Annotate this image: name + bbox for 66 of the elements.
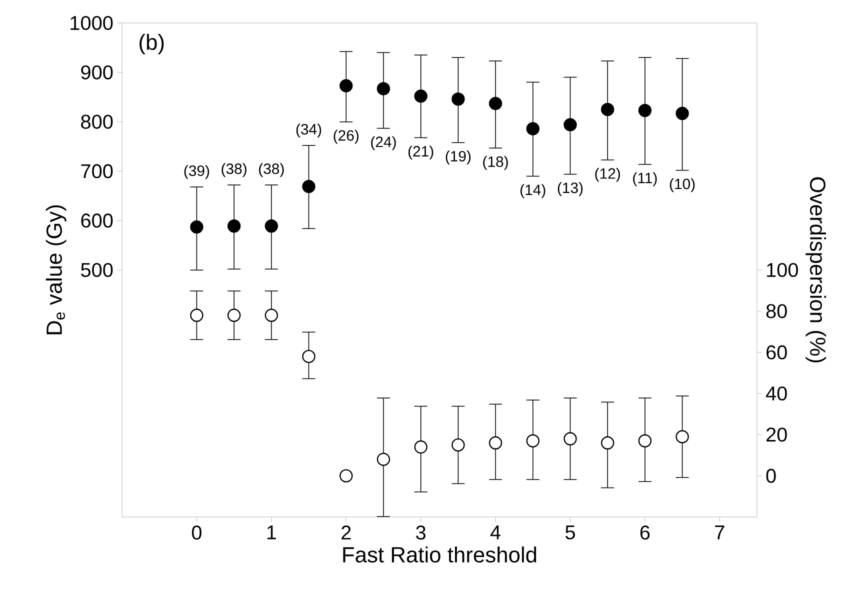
point xyxy=(638,104,652,118)
x-tick-label: 3 xyxy=(416,526,426,540)
y2-tick-label: 80 xyxy=(766,304,787,318)
point xyxy=(414,90,428,103)
point xyxy=(600,436,614,450)
annotation: (19) xyxy=(446,150,471,164)
point xyxy=(676,430,689,444)
annotation: (38) xyxy=(222,163,246,178)
x-tick-label: 1 xyxy=(267,526,276,540)
annotation: (38) xyxy=(259,163,284,178)
point xyxy=(264,219,278,233)
point xyxy=(526,122,540,136)
annotation: (34) xyxy=(296,124,322,138)
point xyxy=(227,219,241,233)
point xyxy=(488,96,502,110)
point xyxy=(452,438,465,452)
x-tick-label: 6 xyxy=(640,526,650,540)
y2-tick-label: 20 xyxy=(766,428,787,442)
y-tick-label: 700 xyxy=(81,164,113,178)
point xyxy=(564,432,577,446)
x-tick-label: 4 xyxy=(490,526,500,540)
point xyxy=(526,434,540,448)
annotation: (26) xyxy=(334,130,358,144)
point xyxy=(190,308,204,322)
y-tick-label: 500 xyxy=(81,262,113,278)
annotation: (39) xyxy=(184,165,210,179)
x-tick-label: 2 xyxy=(342,526,351,540)
y2-tick-label: 40 xyxy=(766,386,787,401)
point xyxy=(302,350,316,364)
point xyxy=(190,220,204,234)
y-tick-label: 900 xyxy=(81,65,113,80)
point xyxy=(302,180,316,194)
point xyxy=(488,436,502,450)
y-tick-label: 600 xyxy=(81,214,113,228)
annotation: (18) xyxy=(483,156,508,170)
y-tick-label: 1000 xyxy=(70,16,113,30)
annotation: (b) xyxy=(140,34,164,54)
annotation: (11) xyxy=(633,172,657,186)
point xyxy=(600,102,614,116)
y2-axis-title: Overdispersion (%) xyxy=(806,177,826,362)
point xyxy=(227,308,241,322)
y2-tick-label: 100 xyxy=(767,262,798,278)
point xyxy=(414,440,428,454)
annotation: (10) xyxy=(670,178,695,192)
point xyxy=(340,469,353,482)
y-tick-label: 800 xyxy=(81,114,113,129)
x-tick-label: 5 xyxy=(565,526,575,540)
point xyxy=(340,79,353,92)
annotation: (12) xyxy=(595,168,620,182)
point xyxy=(376,452,390,466)
x-tick-label: 0 xyxy=(192,526,202,540)
annotation: (13) xyxy=(558,182,583,196)
point xyxy=(676,106,689,120)
y-axis-title: D$_{e}$ value (Gy) xyxy=(46,205,66,334)
x-axis-title: Fast Ratio threshold xyxy=(343,546,536,563)
point xyxy=(264,308,278,322)
point xyxy=(638,434,652,448)
annotation: (24) xyxy=(371,136,396,150)
annotation: (14) xyxy=(520,184,546,198)
point xyxy=(564,118,577,132)
annotation: (21) xyxy=(408,146,434,160)
point xyxy=(376,82,390,96)
y2-tick-label: 0 xyxy=(766,468,776,483)
point xyxy=(452,92,465,106)
y2-tick-label: 60 xyxy=(766,345,787,360)
x-tick-label: 7 xyxy=(715,526,724,540)
